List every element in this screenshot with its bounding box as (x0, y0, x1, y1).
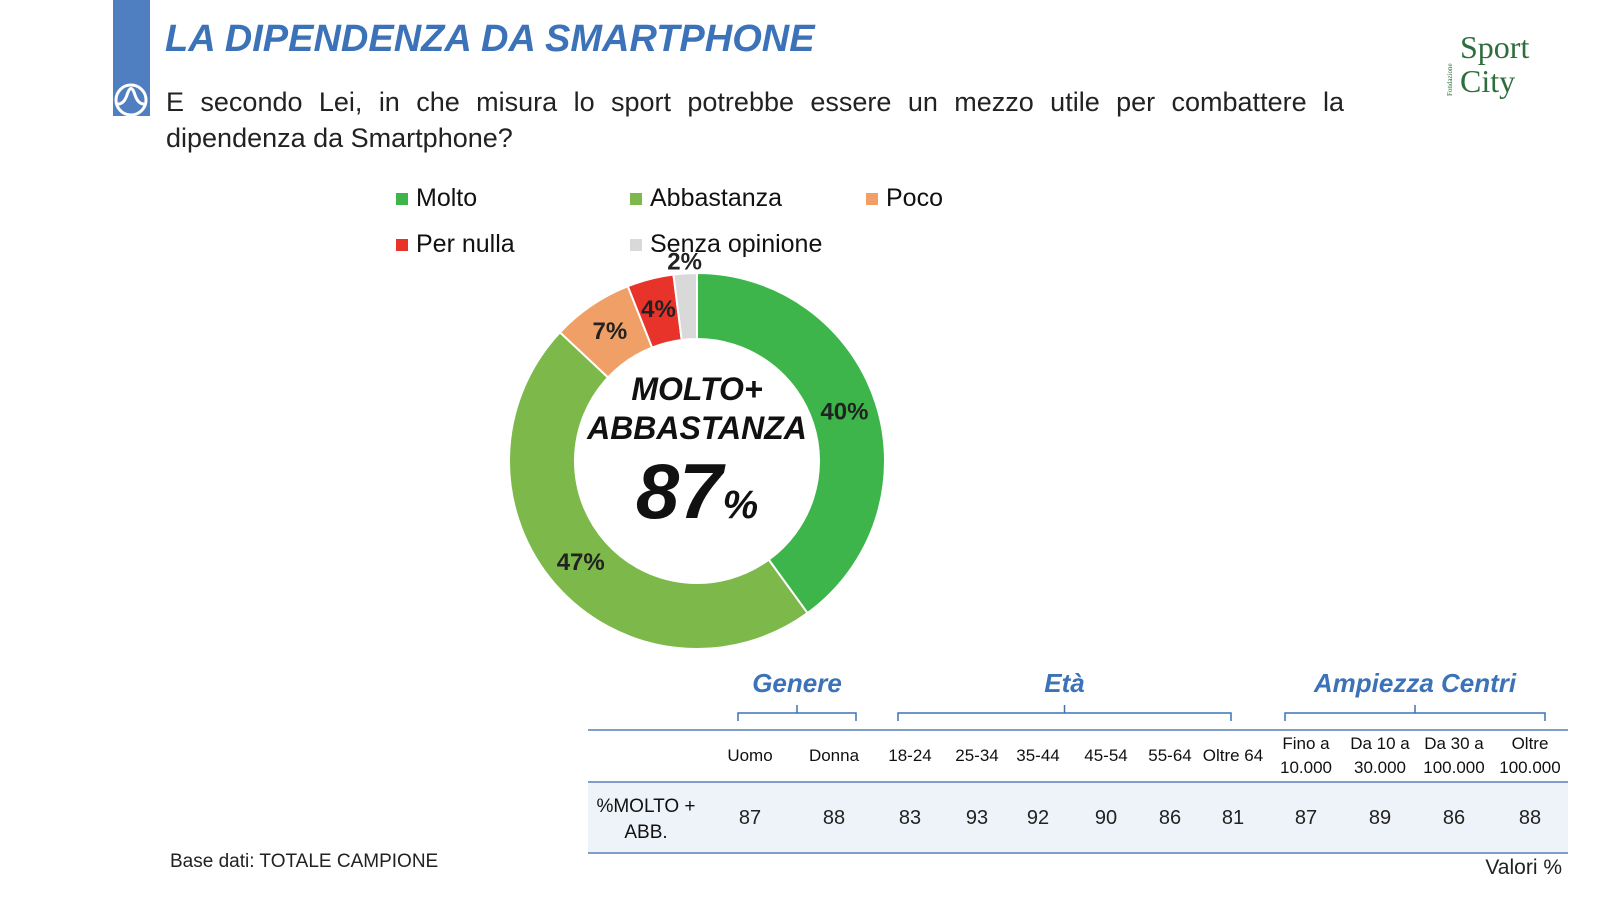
center-label: MOLTO+ ABBASTANZA (587, 371, 807, 446)
row-label: %MOLTO + ABB. (596, 796, 696, 843)
center-unit: % (722, 483, 759, 527)
column-header: Donna (808, 746, 860, 765)
data-label: 4% (641, 296, 676, 323)
question: E secondo Lei, in che misura lo sport po… (166, 87, 1344, 153)
logo-text: City (1460, 63, 1516, 99)
cell-value: 81 (1221, 807, 1245, 829)
legend-label: Abbastanza (650, 184, 783, 212)
column-header: Da 10 a 30.000 (1350, 734, 1410, 777)
data-label: 2% (667, 248, 702, 275)
cell-value: 88 (822, 807, 846, 829)
data-label: 40% (820, 398, 868, 425)
cell-value: 87 (1294, 807, 1318, 829)
center-number: 87 (635, 447, 723, 535)
legend-swatch (630, 193, 642, 205)
table-row-bg (588, 782, 1568, 853)
legend-swatch (396, 239, 408, 251)
group-header: Età (1044, 668, 1085, 698)
column-header: 45-54 (1084, 746, 1128, 765)
group-bracket (897, 705, 1232, 721)
group-header: Ampiezza Centri (1313, 668, 1517, 698)
units-note: Valori % (1485, 856, 1562, 879)
column-header: Fino a 10.000 (1280, 734, 1332, 777)
cell-value: 92 (1026, 807, 1050, 829)
column-header: Da 30 a 100.000 (1423, 734, 1485, 777)
cell-value: 93 (965, 807, 989, 829)
column-header: 25-34 (955, 746, 999, 765)
legend-label: Molto (416, 184, 478, 212)
center-value: 87% (577, 446, 817, 537)
legend-label: Per nulla (416, 230, 515, 258)
group-bracket (1284, 705, 1546, 721)
cell-value: 89 (1368, 807, 1392, 829)
logo: Sport City (1460, 30, 1529, 98)
data-label: 7% (593, 318, 628, 345)
column-header: Uomo (727, 746, 773, 765)
column-header: 55-64 (1148, 746, 1192, 765)
donut-slice (508, 330, 809, 650)
cell-value: 88 (1518, 807, 1542, 829)
cell-value: 90 (1094, 807, 1118, 829)
legend-label: Poco (886, 184, 943, 212)
cell-value: 86 (1442, 807, 1466, 829)
data-label: 47% (557, 549, 605, 576)
cell-value: 86 (1158, 807, 1182, 829)
icon (117, 87, 145, 106)
column-header: Oltre 100.000 (1499, 734, 1561, 777)
logo-text: Sport (1460, 29, 1530, 65)
accent-bar (113, 0, 150, 116)
icon (114, 83, 148, 117)
column-header: 18-24 (888, 746, 932, 765)
legend-swatch (630, 239, 642, 251)
group-bracket (737, 705, 857, 721)
legend-swatch (396, 193, 408, 205)
legend-swatch (866, 193, 878, 205)
column-header: 35-44 (1016, 746, 1060, 765)
title: LA DIPENDENZA DA SMARTPHONE (165, 18, 815, 60)
cell-value: 87 (738, 807, 762, 829)
footnote: Base dati: TOTALE CAMPIONE (170, 851, 439, 872)
cell-value: 83 (898, 807, 922, 829)
group-header: Genere (752, 668, 842, 698)
legend-label: Senza opinione (650, 230, 823, 258)
logo-org: Fondazione (1446, 63, 1454, 96)
donut-slice (672, 271, 698, 342)
column-header: Oltre 64 (1202, 746, 1264, 765)
donut-slice (696, 271, 886, 615)
